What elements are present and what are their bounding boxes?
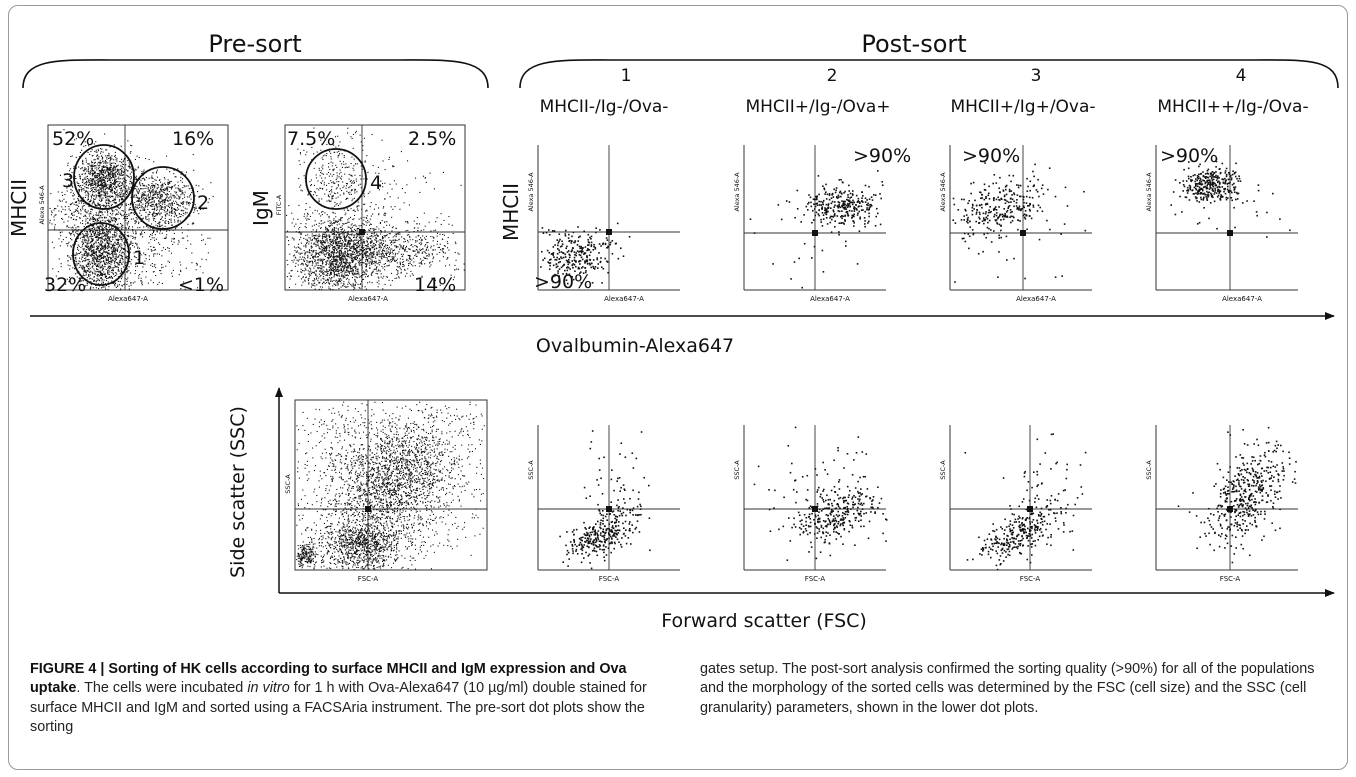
- gate-label-2: 2: [197, 192, 209, 214]
- post-name-4: MHCII++/Ig-/Ova-: [1157, 97, 1308, 117]
- gate-label-1: 1: [133, 247, 145, 269]
- post-sort-brace: [519, 59, 1339, 89]
- figure-caption: FIGURE 4 | Sorting of HK cells according…: [30, 660, 1326, 737]
- caption-title: FIGURE 4 | Sorting of HK cells according…: [30, 661, 627, 697]
- post-name-1: MHCII-/Ig-/Ova-: [540, 97, 669, 117]
- scatter-post3-dots: [964, 433, 1087, 571]
- caption-right: gates setup. The post-sort analysis conf…: [700, 661, 1315, 716]
- post-plot1-dots: [540, 222, 631, 285]
- scatter-post4-dots: [1177, 426, 1297, 564]
- post-number-2: 2: [827, 66, 838, 86]
- gate-2: [131, 166, 195, 230]
- post-name-3: MHCII+/Ig+/Ova-: [950, 97, 1095, 117]
- gate-label-4: 4: [370, 172, 382, 194]
- x-axis-label-top: Ovalbumin-Alexa647: [536, 335, 734, 357]
- pre1-quad-ll: 32%: [44, 274, 86, 296]
- pre1-quad-ul: 52%: [52, 128, 94, 150]
- scatter-pre-frame: [294, 399, 488, 571]
- post-name-2: MHCII+/Ig-/Ova+: [745, 97, 890, 117]
- scatter-tick-labels: SSC-A SSC-A SSC-A SSC-A SSC-A FSC-A FSC-…: [284, 460, 1240, 583]
- post-plot3-dots: [952, 162, 1087, 283]
- gate-label-3: 3: [62, 170, 74, 192]
- post-plot4-dots: [1170, 158, 1291, 238]
- post-upper-quads: [538, 145, 1298, 290]
- pre2-quad-ul: 7.5%: [287, 128, 335, 150]
- y-axis-label-bottom: Side scatter (SSC): [227, 406, 249, 578]
- pre1-quad-ur: 16%: [172, 128, 214, 150]
- post-sort-title: Post-sort: [861, 30, 966, 58]
- post-number-3: 3: [1031, 66, 1042, 86]
- post1-pct: >90%: [534, 271, 592, 293]
- x-axis-label-bottom: Forward scatter (FSC): [661, 610, 867, 632]
- pre-sort-title: Pre-sort: [208, 30, 301, 58]
- pre-plot2-frame: [284, 124, 466, 291]
- pre2-ylabel: IgM: [249, 190, 273, 226]
- post-plot2-dots: [749, 170, 884, 289]
- scatter-post-axes: [537, 425, 1298, 571]
- post-headers: 1 2 3 4 MHCII-/Ig-/Ova- MHCII+/Ig-/Ova+ …: [540, 66, 1309, 117]
- post4-pct: >90%: [1160, 145, 1218, 167]
- caption-left: FIGURE 4 | Sorting of HK cells according…: [30, 661, 647, 735]
- scatter-post2-dots: [753, 426, 888, 561]
- post2-pct: >90%: [853, 145, 911, 167]
- pre2-quad-lr: 14%: [414, 274, 456, 296]
- post-number-1: 1: [621, 66, 632, 86]
- pre-sort-brace: [22, 59, 489, 89]
- pre2-quad-ur: 2.5%: [408, 128, 456, 150]
- gate-3: [73, 144, 135, 210]
- pre1-ytick-label: Alexa 546-A: [38, 185, 46, 225]
- gate-4: [305, 148, 367, 210]
- post-number-4: 4: [1236, 66, 1247, 86]
- figure-panel: Pre-sort Post-sort 1 2 3 4 MHCII-/Ig-/Ov…: [7, 30, 1339, 632]
- pre-plot1-dots: [49, 129, 214, 291]
- scatter-pre-dots: [296, 401, 485, 571]
- pre-plot2-dots: [286, 127, 465, 291]
- pre-plot1-frame: [47, 124, 229, 291]
- pre2-xtick-label: Alexa647-A: [348, 295, 388, 303]
- figure-frame: [8, 5, 1348, 770]
- gate-1: [72, 222, 130, 286]
- post-upper-tick-labels: Alexa 546-A Alexa 546-A Alexa 546-A Alex…: [527, 172, 1262, 303]
- post3-pct: >90%: [962, 145, 1020, 167]
- scatter-post1-dots: [559, 430, 651, 570]
- pre1-ylabel: MHCII: [7, 179, 31, 237]
- pre1-quad-lr: <1%: [178, 274, 224, 296]
- pre1-xtick-label: Alexa647-A: [108, 295, 148, 303]
- post-ylabel: MHCII: [499, 183, 523, 241]
- pre2-ytick-label: FITC-A: [275, 194, 283, 215]
